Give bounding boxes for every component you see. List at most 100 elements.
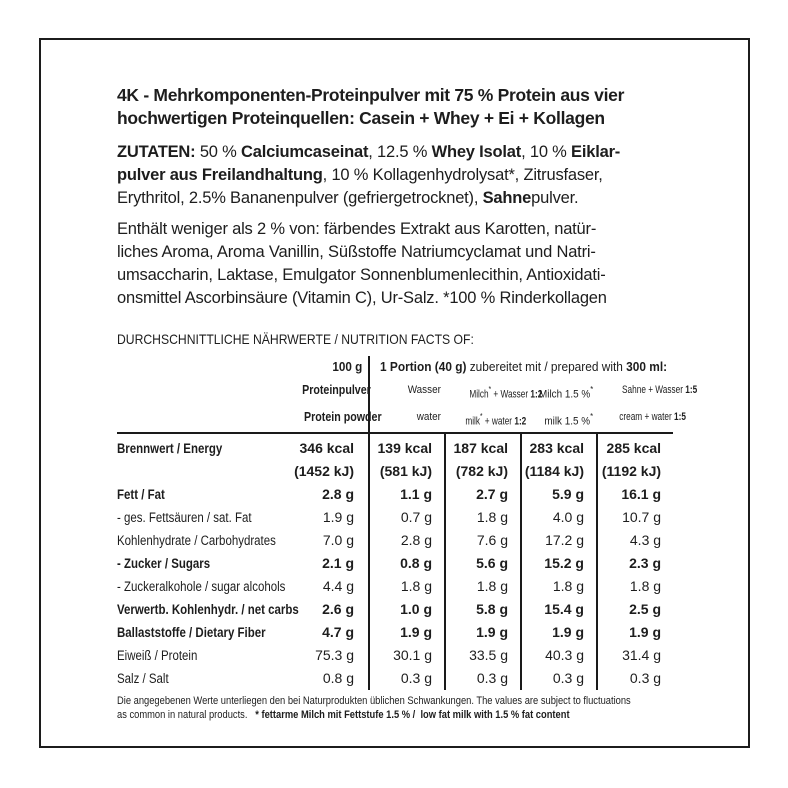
zutaten-label: ZUTATEN: (117, 143, 196, 161)
ingredients-paragraph: ZUTATEN: 50 % Calciumcaseinat, 12.5 % Wh… (117, 141, 673, 210)
ingredients-text: , 12.5 % (368, 143, 432, 161)
footnote-line2: as common in natural products. * fettarm… (117, 708, 673, 722)
table-row: Ballaststoffe / Dietary Fiber 4.7 g 1.9 … (117, 621, 674, 645)
value-kj: (1452 kJ) (294, 463, 354, 480)
header-milk15: milk 1.5 %* (521, 406, 597, 434)
cream-text: cream + water (619, 410, 675, 423)
value-cell: 17.2 g (520, 529, 597, 553)
value-cell: 1.8 g (444, 506, 521, 530)
ingredients-text: , 10 % (521, 143, 572, 161)
value: 2.8 g (400, 532, 432, 549)
value: 1.8 g (476, 578, 508, 595)
value-cell: 2.8 g (369, 529, 445, 552)
value: 7.6 g (476, 532, 508, 549)
nutrition-heading-text: DURCHSCHNITTLICHE NÄHRWERTE / NUTRITION … (117, 331, 474, 347)
header-milk-water-text: milk* + water 1:2 (465, 406, 526, 433)
value: 1.1 g (400, 486, 432, 503)
header-water-text: water (416, 410, 441, 423)
value-cell: 2.8 g (287, 483, 370, 507)
header-row-de: Proteinpulver Wasser Milch* + Wasser 1:2… (117, 379, 697, 406)
sahne-text: Sahne + Wasser (622, 384, 686, 396)
value: 2.1 g (322, 555, 354, 572)
portion-bold1: 1 Portion (40 g) (380, 360, 467, 374)
value-cell: 1.8 g (595, 575, 674, 599)
ratio-1-5: 1:5 (685, 384, 698, 396)
header-row-top: 100 g 1 Portion (40 g) zubereitet mit / … (117, 356, 673, 379)
value-cell: 0.7 g (369, 506, 445, 529)
portion-mid: zubereitet mit / prepared with (466, 360, 627, 374)
value-cell: 0.8 g (287, 667, 370, 691)
header-100g: 100 g (287, 356, 370, 379)
row-label-cell: - Zucker / Sugars (117, 552, 287, 575)
table-row-energy: Brennwert / Energy 346 kcal (1452 kJ) 139… (117, 432, 674, 484)
value-cell: 15.2 g (520, 552, 597, 576)
value: 4.4 g (322, 578, 354, 595)
row-label-cell: Brennwert / Energy (117, 432, 287, 484)
value: 1.8 g (552, 578, 584, 595)
footnote-line2-text: as common in natural products. * fettarm… (117, 708, 570, 722)
value: 1.0 g (400, 601, 432, 618)
value-cell: 0.3 g (520, 667, 597, 691)
value-kj: (581 kJ) (379, 463, 432, 480)
value-cell: 1.9 g (444, 621, 521, 645)
value-cell: 0.3 g (444, 667, 521, 691)
value: 0.3 g (476, 670, 508, 687)
ingredients-text: 50 % (195, 143, 242, 161)
table-row: Kohlenhydrate / Carbohydrates 7.0 g 2.8 … (117, 529, 674, 553)
header-milk-water: milk* + water 1:2 (445, 406, 526, 434)
value: 0.8 g (400, 555, 432, 572)
header-milk15-text: milk 1.5 %* (544, 406, 593, 433)
value-cell: 33.5 g (444, 644, 521, 668)
milk15-text: milk 1.5 % (544, 415, 591, 428)
ingredient-casein: Calciumcaseinat (241, 143, 369, 161)
milch-text: Milch (469, 388, 489, 401)
contains-line: onsmittel Ascorbinsäure (Vitamin C), Ur-… (117, 289, 607, 307)
row-label: - ges. Fettsäuren / sat. Fat (117, 510, 252, 526)
header-protein-powder: Protein powder (287, 405, 382, 434)
value: 0.8 g (322, 670, 354, 687)
value-cell: 2.1 g (287, 552, 370, 576)
product-title-line1: 4K - Mehrkomponenten-Proteinpulver mit 7… (117, 85, 625, 105)
row-label: Verwertb. Kohlenhydr. / net carbs (117, 602, 299, 618)
value-kcal: 187 kcal (453, 440, 509, 457)
wasser-text: + Wasser (491, 388, 531, 401)
row-label-cell: Ballaststoffe / Dietary Fiber (117, 621, 287, 644)
value-cell: 187 kcal (782 kJ) (444, 432, 521, 484)
ratio-1-5: 1:5 (674, 410, 686, 423)
footnote-line2-bold: * fettarme Milch mit Fettstufe 1.5 % / l… (255, 709, 570, 722)
value: 40.3 g (545, 647, 584, 664)
footnote-line1-text: Die angegebenen Werte unterliegen den be… (117, 695, 631, 708)
row-label-cell: - ges. Fettsäuren / sat. Fat (117, 506, 287, 529)
value-kj: (1184 kJ) (524, 463, 584, 480)
ingredients-text: Erythritol, 2.5% Bananenpulver (gefrierg… (117, 189, 483, 207)
header-protein-powder-text: Protein powder (304, 408, 382, 424)
value-cell: 5.6 g (444, 552, 521, 576)
header-wasser: Wasser (369, 379, 445, 406)
value: 7.0 g (322, 532, 354, 549)
value-cell: 1.1 g (369, 483, 445, 506)
table-row: - Zucker / Sugars 2.1 g 0.8 g 5.6 g 15.2… (117, 552, 674, 576)
header-row-en: Protein powder water milk* + water 1:2 m… (117, 405, 686, 434)
row-label-cell: Eiweiß / Protein (117, 644, 287, 667)
row-label: Fett / Fat (117, 487, 165, 503)
value-cell: 0.3 g (595, 667, 674, 691)
value-cell: 283 kcal (1184 kJ) (520, 432, 597, 484)
row-label: Eiweiß / Protein (117, 648, 198, 664)
value: 4.0 g (552, 509, 584, 526)
row-label-cell: Kohlenhydrate / Carbohydrates (117, 529, 287, 552)
table-body: Brennwert / Energy 346 kcal (1452 kJ) 139… (117, 432, 674, 691)
value-cell: 1.0 g (369, 598, 445, 621)
value: 5.6 g (476, 555, 508, 572)
value: 0.7 g (400, 509, 432, 526)
value-cell: 139 kcal (581 kJ) (369, 432, 445, 484)
value-kcal: 346 kcal (299, 440, 355, 457)
row-label-cell: - Zuckeralkohole / sugar alcohols (117, 575, 287, 598)
value: 2.5 g (629, 601, 662, 618)
value-cell: 1.8 g (444, 575, 521, 599)
nutrition-label: 4K - Mehrkomponenten-Proteinpulver mit 7… (39, 38, 750, 748)
header-portion-text: 1 Portion (40 g) zubereitet mit / prepar… (380, 356, 667, 378)
value: 33.5 g (469, 647, 508, 664)
asterisk-sup: * (590, 384, 593, 394)
table-row: Eiweiß / Protein 75.3 g 30.1 g 33.5 g 40… (117, 644, 674, 668)
product-title-line2: hochwertigen Proteinquellen: Casein + Wh… (117, 108, 605, 128)
